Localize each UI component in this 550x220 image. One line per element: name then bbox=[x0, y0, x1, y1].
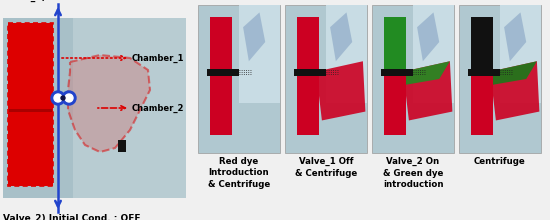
Text: Valve_2 On
& Green dye
introduction: Valve_2 On & Green dye introduction bbox=[383, 157, 443, 189]
Bar bbox=[297, 17, 319, 71]
Polygon shape bbox=[316, 61, 365, 120]
Bar bbox=[294, 69, 326, 76]
Bar bbox=[297, 71, 319, 135]
Bar bbox=[239, 5, 280, 103]
Polygon shape bbox=[403, 61, 452, 120]
Bar bbox=[9, 109, 52, 112]
Polygon shape bbox=[504, 12, 526, 61]
Bar bbox=[8, 23, 53, 186]
Bar bbox=[381, 69, 413, 76]
Bar bbox=[207, 69, 239, 76]
Bar bbox=[500, 5, 541, 103]
Text: Chamber_1: Chamber_1 bbox=[132, 53, 184, 62]
Polygon shape bbox=[490, 61, 540, 120]
Text: Valve_1 Off
& Centrifuge: Valve_1 Off & Centrifuge bbox=[295, 157, 357, 178]
Circle shape bbox=[61, 96, 65, 100]
Bar bbox=[468, 69, 500, 76]
Polygon shape bbox=[330, 12, 352, 61]
Polygon shape bbox=[417, 12, 439, 61]
Text: Chamber_2: Chamber_2 bbox=[132, 103, 184, 113]
Bar bbox=[413, 5, 454, 103]
Bar bbox=[118, 140, 126, 152]
Polygon shape bbox=[68, 55, 150, 152]
Bar bbox=[384, 71, 406, 135]
Bar bbox=[8, 23, 53, 186]
Polygon shape bbox=[490, 61, 537, 85]
Bar bbox=[285, 5, 367, 153]
Polygon shape bbox=[403, 61, 450, 85]
Circle shape bbox=[51, 91, 65, 105]
Text: Valve_1) Initial Cond. : ON: Valve_1) Initial Cond. : ON bbox=[3, 0, 136, 2]
Circle shape bbox=[54, 94, 62, 102]
Bar bbox=[326, 5, 367, 103]
Bar bbox=[3, 18, 186, 198]
Bar bbox=[459, 5, 541, 153]
Bar bbox=[471, 17, 493, 71]
Bar bbox=[210, 71, 232, 135]
Circle shape bbox=[62, 91, 76, 105]
Bar bbox=[73, 18, 186, 198]
Bar bbox=[198, 5, 280, 153]
Bar bbox=[384, 17, 406, 71]
Text: Valve_2) Initial Cond. : OFF: Valve_2) Initial Cond. : OFF bbox=[3, 214, 140, 220]
Polygon shape bbox=[243, 12, 265, 61]
Text: Red dye
Introduction
& Centrifuge: Red dye Introduction & Centrifuge bbox=[208, 157, 270, 189]
Text: Centrifuge: Centrifuge bbox=[474, 157, 526, 166]
Bar bbox=[372, 5, 454, 153]
Bar bbox=[471, 71, 493, 135]
Circle shape bbox=[65, 94, 73, 102]
Bar bbox=[210, 17, 232, 71]
